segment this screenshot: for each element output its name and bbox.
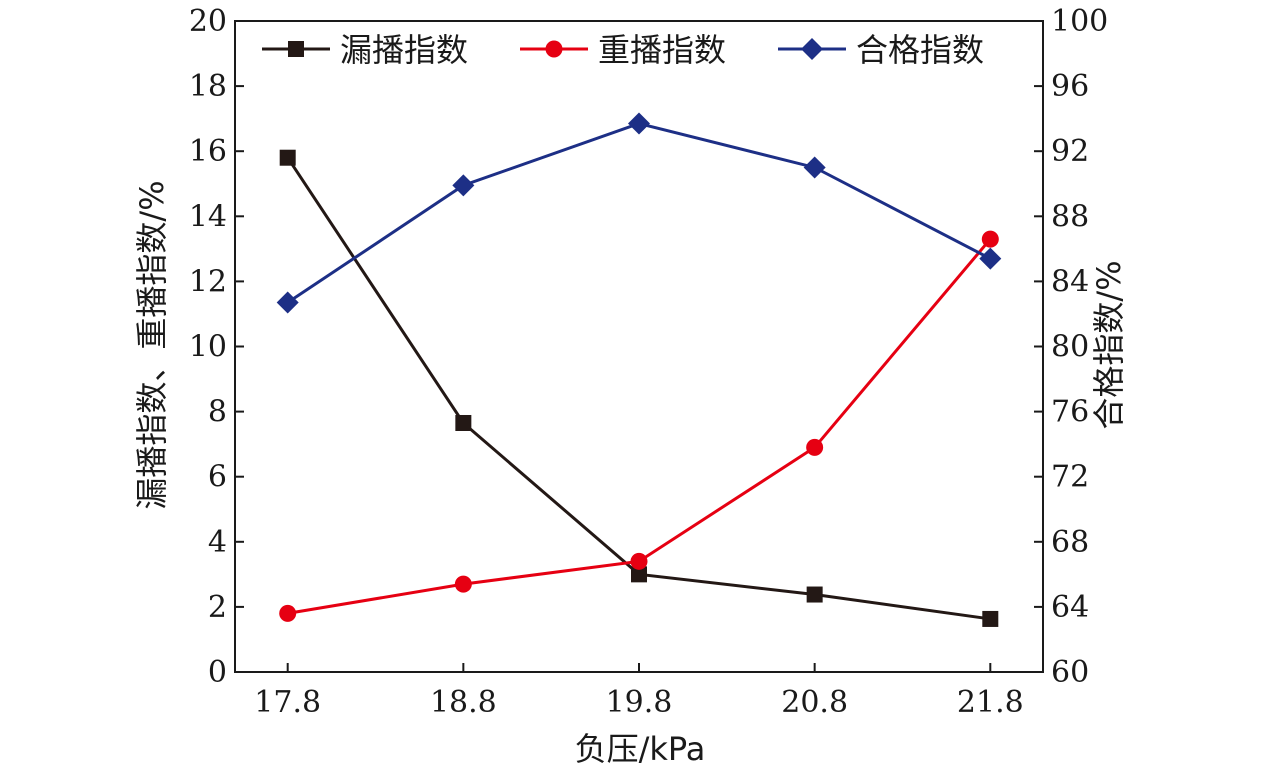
series-3-point [628, 112, 650, 135]
axes: 17.8 18.8 19.8 20.8 21.802468101214161820606… [189, 4, 1108, 720]
series-3-point [452, 174, 475, 197]
series-layer [276, 112, 1002, 627]
y-right-tick-label: 76 [1051, 395, 1089, 430]
x-tick-label: 19.8 [606, 685, 673, 720]
legend-label: 漏播指数 [340, 31, 468, 69]
legend-marker [545, 40, 563, 58]
y-left-tick-label: 2 [208, 590, 227, 625]
series-2-point [806, 438, 824, 456]
legend: 漏播指数 重播指数 合格指数 [262, 31, 984, 69]
y-left-tick-label: 0 [208, 655, 227, 690]
x-axis-title: 负压/kPa [575, 730, 706, 768]
x-tick-label: 18.8 [430, 685, 497, 720]
y-right-tick-label: 88 [1051, 199, 1089, 234]
y-left-tick-label: 12 [189, 264, 227, 299]
y-right-tick-label: 60 [1051, 655, 1089, 690]
y-right-tick-label: 100 [1051, 4, 1108, 39]
y-right-tick-label: 72 [1051, 460, 1089, 495]
series-1 [279, 149, 999, 627]
y-axis-right-title: 合格指数/% [1090, 260, 1128, 429]
series-1-point [279, 149, 296, 166]
series-3-line [286, 121, 991, 304]
y-right-tick-label: 68 [1051, 525, 1089, 560]
y-left-tick-label: 14 [189, 199, 227, 234]
y-left-tick-label: 6 [208, 460, 227, 495]
y-right-tick-label: 96 [1051, 69, 1089, 104]
y-right-tick-label: 84 [1051, 264, 1089, 299]
series-3 [276, 112, 1002, 314]
series-1-point [982, 610, 999, 627]
y-left-tick-label: 20 [189, 4, 227, 39]
y-right-tick-label: 92 [1051, 134, 1089, 169]
series-3-point [276, 291, 299, 314]
series-3-point [803, 156, 826, 179]
x-tick-label: 17.8 [254, 685, 321, 720]
y-axis-left-title: 漏播指数、重播指数/% [133, 180, 171, 509]
series-2 [279, 230, 999, 622]
y-right-tick-label: 80 [1051, 330, 1089, 365]
legend-label: 合格指数 [856, 31, 984, 69]
x-tick-label: 21.8 [957, 685, 1024, 720]
series-2-point [981, 230, 999, 248]
y-right-tick-label: 64 [1051, 590, 1089, 625]
y-left-tick-label: 10 [189, 330, 227, 365]
legend-label: 重播指数 [598, 31, 726, 69]
series-1-point [455, 414, 472, 431]
series-2-point [279, 604, 297, 622]
y-left-tick-label: 8 [208, 395, 227, 430]
legend-marker [801, 38, 823, 60]
series-1-point [631, 566, 647, 583]
y-left-tick-label: 16 [189, 134, 227, 169]
series-3-point [979, 247, 1002, 270]
y-left-tick-label: 18 [189, 69, 227, 104]
series-1-point [806, 586, 823, 603]
series-1-line [286, 156, 991, 621]
y-left-tick-label: 4 [208, 525, 227, 560]
x-tick-label: 20.8 [781, 685, 848, 720]
series-2-point [454, 575, 472, 593]
series-2-point [630, 552, 648, 570]
legend-marker [288, 41, 304, 57]
